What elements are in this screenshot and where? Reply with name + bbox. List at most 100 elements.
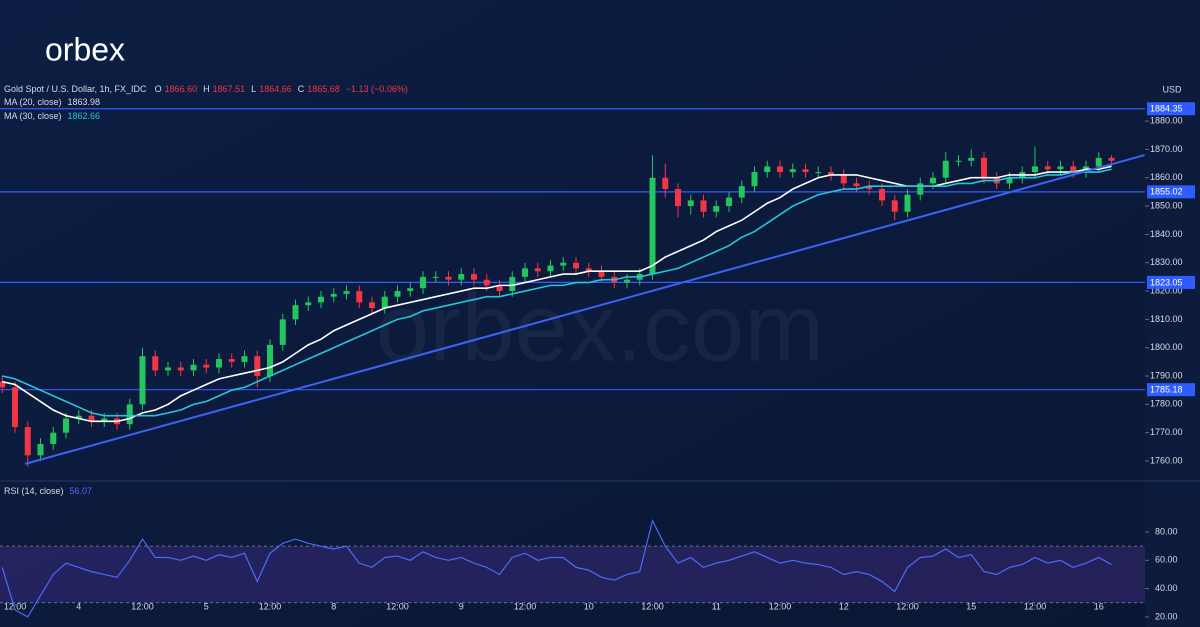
x-tick-label: 12:00 (896, 601, 919, 611)
candle-body (483, 279, 490, 286)
x-tick-label: 8 (331, 601, 336, 611)
y-tick-label: 1760.00 (1150, 455, 1183, 465)
candle-body (738, 186, 745, 198)
candle-body (777, 166, 783, 173)
candle-body (815, 172, 822, 174)
candle-body (840, 174, 847, 184)
watermark: orbex.com (376, 274, 824, 381)
candle-body (165, 367, 171, 371)
candle-body (330, 293, 337, 297)
candle-body (942, 160, 949, 178)
rsi-tick-label: 80.00 (1155, 526, 1178, 536)
x-tick-label: 12:00 (641, 601, 664, 611)
y-tick-label: 1840.00 (1150, 229, 1183, 239)
candle-body (139, 356, 146, 405)
legend-rsi: RSI (14, close) 56.07 (4, 486, 92, 496)
trendline (24, 154, 1145, 465)
candle-body (471, 274, 477, 280)
rsi-tick-label: 20.00 (1155, 611, 1178, 621)
candle-body (305, 302, 312, 306)
candle-body (369, 302, 375, 309)
candle-body (24, 427, 31, 456)
x-tick-label: 12:00 (4, 601, 27, 611)
x-tick-label: 15 (966, 601, 976, 611)
candle-body (1006, 177, 1013, 184)
level-tag (1147, 185, 1195, 199)
candle-body (802, 169, 809, 173)
candle-body (216, 359, 222, 368)
candle-body (955, 160, 962, 162)
candle-body (101, 418, 108, 422)
x-tick-label: 16 (1094, 601, 1104, 611)
candle-body (177, 367, 184, 371)
candle-body (63, 418, 69, 433)
candle-body (126, 404, 133, 425)
candle-body (0, 381, 6, 388)
candle-body (662, 177, 669, 190)
rsi-tick-label: 60.00 (1155, 555, 1178, 565)
candle-body (37, 444, 44, 456)
level-label: 1785.18 (1150, 385, 1183, 395)
x-tick-label: 12 (839, 601, 849, 611)
candle-body (496, 285, 503, 292)
candle-body (88, 415, 95, 422)
candle-body (891, 200, 898, 212)
rsi-tick-label: 40.00 (1155, 583, 1178, 593)
candle-body (879, 189, 885, 201)
candle-body (381, 296, 388, 309)
legend-ma20: MA (20, close) 1863.98 (4, 97, 100, 107)
candle-body (292, 305, 299, 320)
candle-body (917, 183, 924, 195)
candle-body (279, 319, 286, 345)
candle-body (981, 157, 987, 178)
x-tick-label: 12:00 (386, 601, 409, 611)
level-tag (1147, 383, 1195, 397)
legend-ma30: MA (30, close) 1862.66 (4, 111, 100, 121)
price-axis-bg (1145, 80, 1200, 627)
candle-body (267, 344, 273, 377)
y-tick-label: 1850.00 (1150, 200, 1183, 210)
candle-body (598, 271, 605, 277)
candle-body (75, 415, 82, 419)
candle-body (649, 177, 656, 275)
candle-body (254, 356, 261, 377)
candle-body (356, 291, 363, 303)
candle-body (50, 432, 57, 445)
candle-body (904, 194, 911, 212)
level-label: 1855.02 (1150, 187, 1183, 197)
candle-body (445, 276, 452, 280)
candle-body (228, 359, 235, 362)
currency: USD (1162, 84, 1182, 94)
candle-body (203, 364, 210, 368)
candle-body (1057, 166, 1064, 170)
x-tick-label: 12:00 (259, 601, 282, 611)
candle-body (675, 189, 681, 207)
candle-body (190, 364, 197, 371)
candle-body (624, 279, 630, 283)
candle-body (458, 274, 465, 280)
candle-body (12, 387, 18, 428)
x-tick-label: 12:00 (769, 601, 792, 611)
y-tick-label: 1830.00 (1150, 257, 1183, 267)
x-tick-label: 9 (459, 601, 464, 611)
candle-body (1095, 157, 1102, 167)
candle-body (560, 262, 567, 266)
candle-body (866, 186, 873, 190)
y-tick-label: 1780.00 (1150, 399, 1183, 409)
y-tick-label: 1870.00 (1150, 144, 1183, 154)
x-tick-label: 11 (712, 601, 721, 611)
candle-body (534, 268, 541, 272)
candle-body (930, 177, 936, 184)
candle-body (509, 276, 516, 292)
legend-symbol: Gold Spot / U.S. Dollar, 1h, FX_IDC O 1866… (4, 84, 408, 94)
candle-body (522, 268, 528, 277)
candle-body (700, 200, 707, 212)
x-tick-label: 4 (76, 601, 81, 611)
candle-body (1044, 166, 1051, 170)
candle-body (726, 197, 732, 207)
candle-body (547, 265, 554, 272)
candle-body (432, 276, 439, 278)
level-label: 1823.05 (1150, 277, 1183, 287)
y-tick-label: 1860.00 (1150, 172, 1183, 182)
candle-body (1108, 157, 1115, 161)
